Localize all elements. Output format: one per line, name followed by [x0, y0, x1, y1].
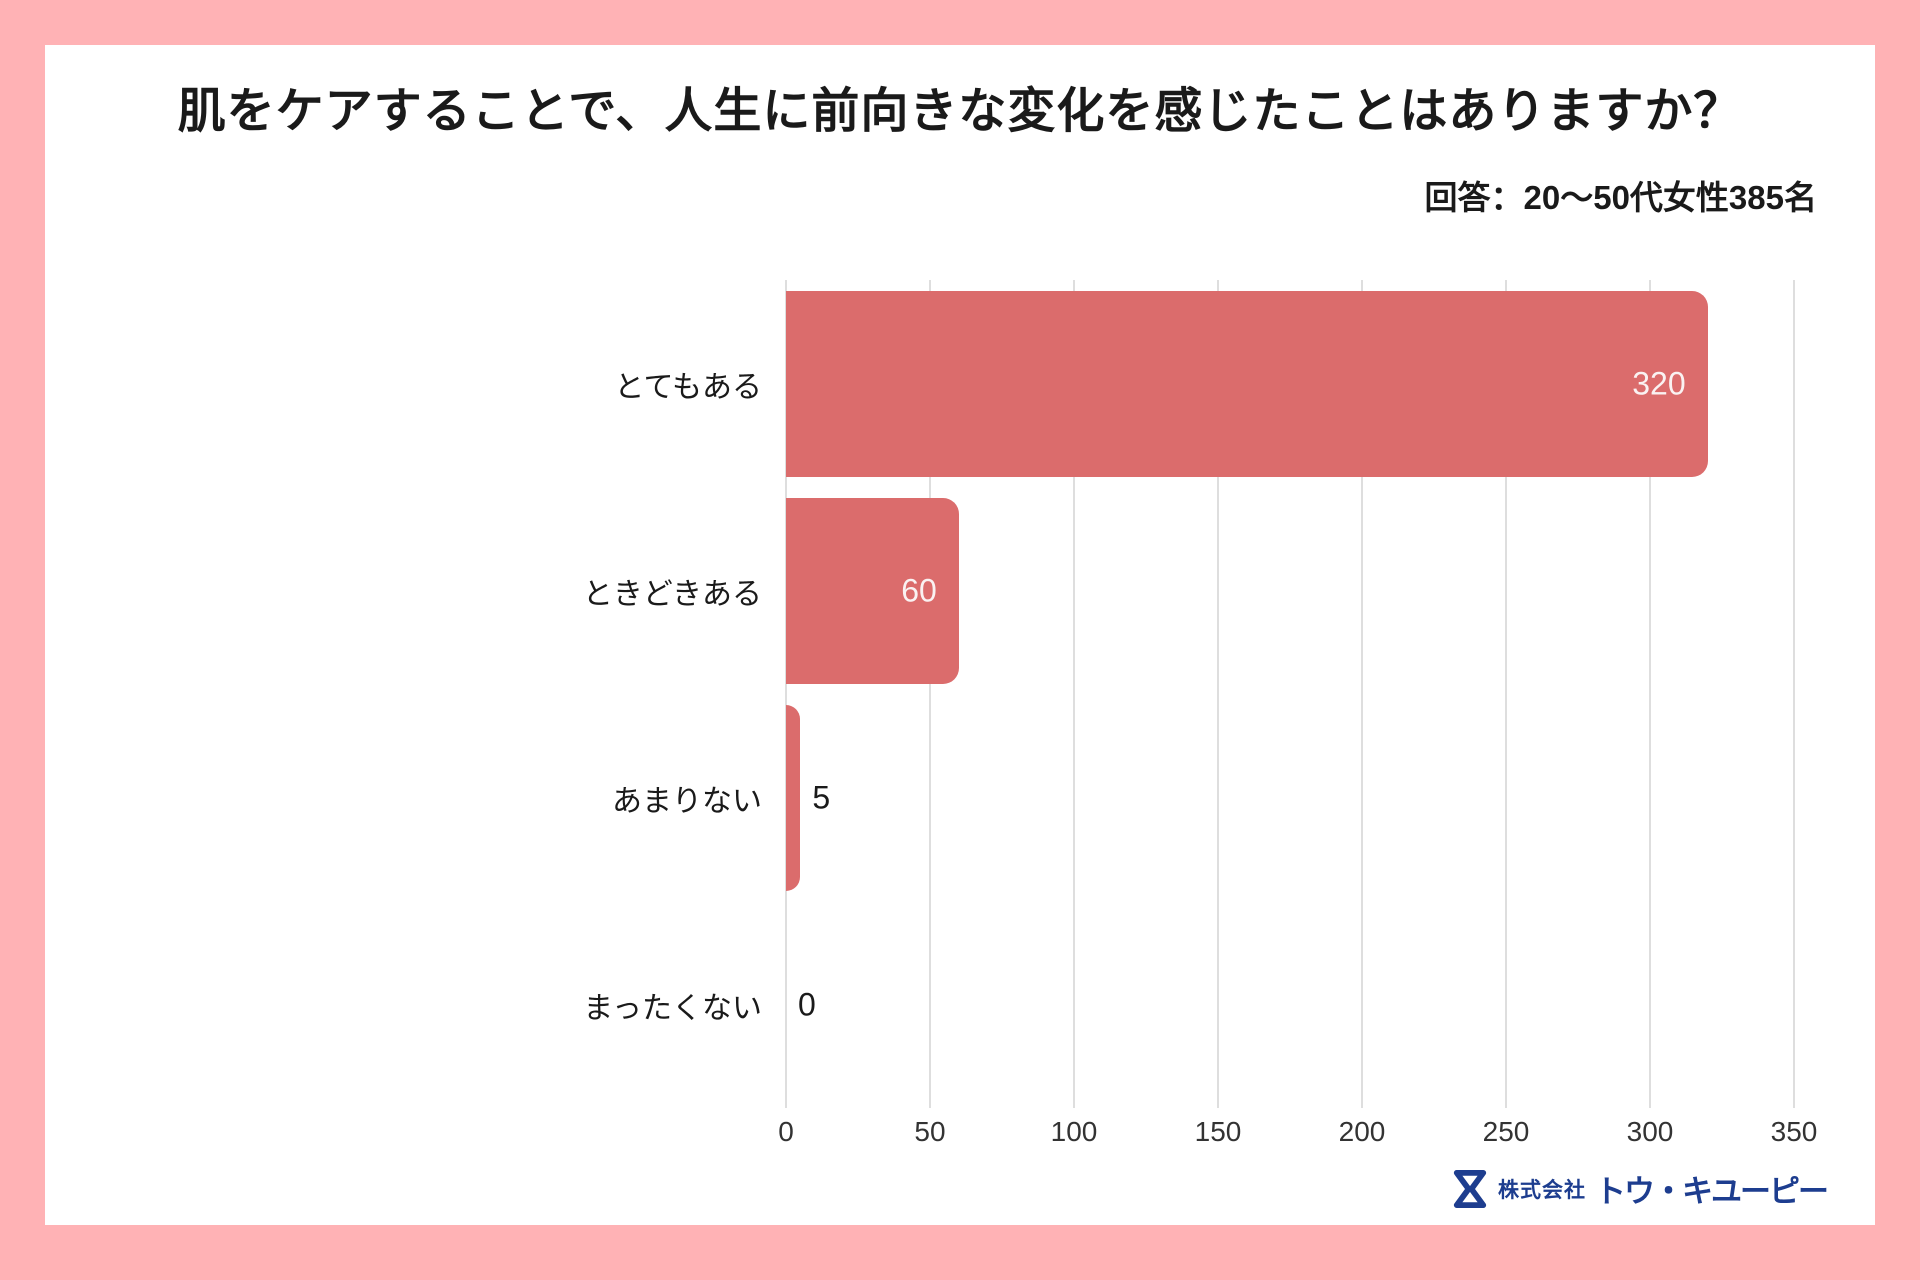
gridline — [1361, 280, 1363, 1108]
company-prefix: 株式会社 — [1498, 1178, 1586, 1202]
chart-card: 肌をケアすることで、人生に前向きな変化を感じたことはありますか？ 回答：20〜5… — [45, 45, 1875, 1225]
category-label: とてもある — [614, 370, 762, 404]
x-tick-label: 50 — [914, 1116, 946, 1147]
x-tick-label: 100 — [1050, 1116, 1098, 1147]
value-label: 320 — [1632, 365, 1686, 401]
bar — [786, 704, 801, 891]
gridline — [929, 280, 931, 1108]
x-axis: 0 50 100 150 200 250 300 350 — [778, 1116, 1817, 1156]
plot-area: 320 60 5 0 — [785, 280, 1795, 1108]
category-labels: とてもあるときどきあるあまりないまったくない — [45, 280, 762, 1108]
company-logo: 株式会社 トウ・キユーピー — [1451, 1166, 1829, 1211]
bar — [786, 290, 1708, 477]
gridline — [1217, 280, 1219, 1108]
x-tick-label: 300 — [1626, 1116, 1674, 1147]
x-tick-label: 350 — [1770, 1116, 1818, 1147]
gridline — [1793, 280, 1795, 1108]
chart-title: 肌をケアすることで、人生に前向きな変化を感じたことはありますか？ — [177, 85, 1743, 138]
gridline — [1505, 280, 1507, 1108]
gridline — [1073, 280, 1075, 1108]
gridline — [1649, 280, 1651, 1108]
value-label: 0 — [798, 986, 816, 1022]
x-tick-label: 250 — [1482, 1116, 1530, 1147]
value-label: 60 — [901, 572, 937, 608]
bar — [786, 497, 959, 684]
category-label: あまりない — [612, 784, 762, 818]
x-tick-label: 0 — [778, 1116, 794, 1147]
gridline — [785, 280, 787, 1108]
x-tick-label: 200 — [1338, 1116, 1386, 1147]
hourglass-icon — [1451, 1168, 1489, 1210]
company-name: トウ・キユーピー — [1595, 1174, 1829, 1209]
value-label: 5 — [812, 779, 831, 815]
category-label: ときどきある — [582, 577, 762, 611]
category-label: まったくない — [583, 991, 762, 1025]
chart-subtitle: 回答：20〜50代女性385名 — [1424, 179, 1817, 216]
x-tick-label: 150 — [1194, 1116, 1242, 1147]
